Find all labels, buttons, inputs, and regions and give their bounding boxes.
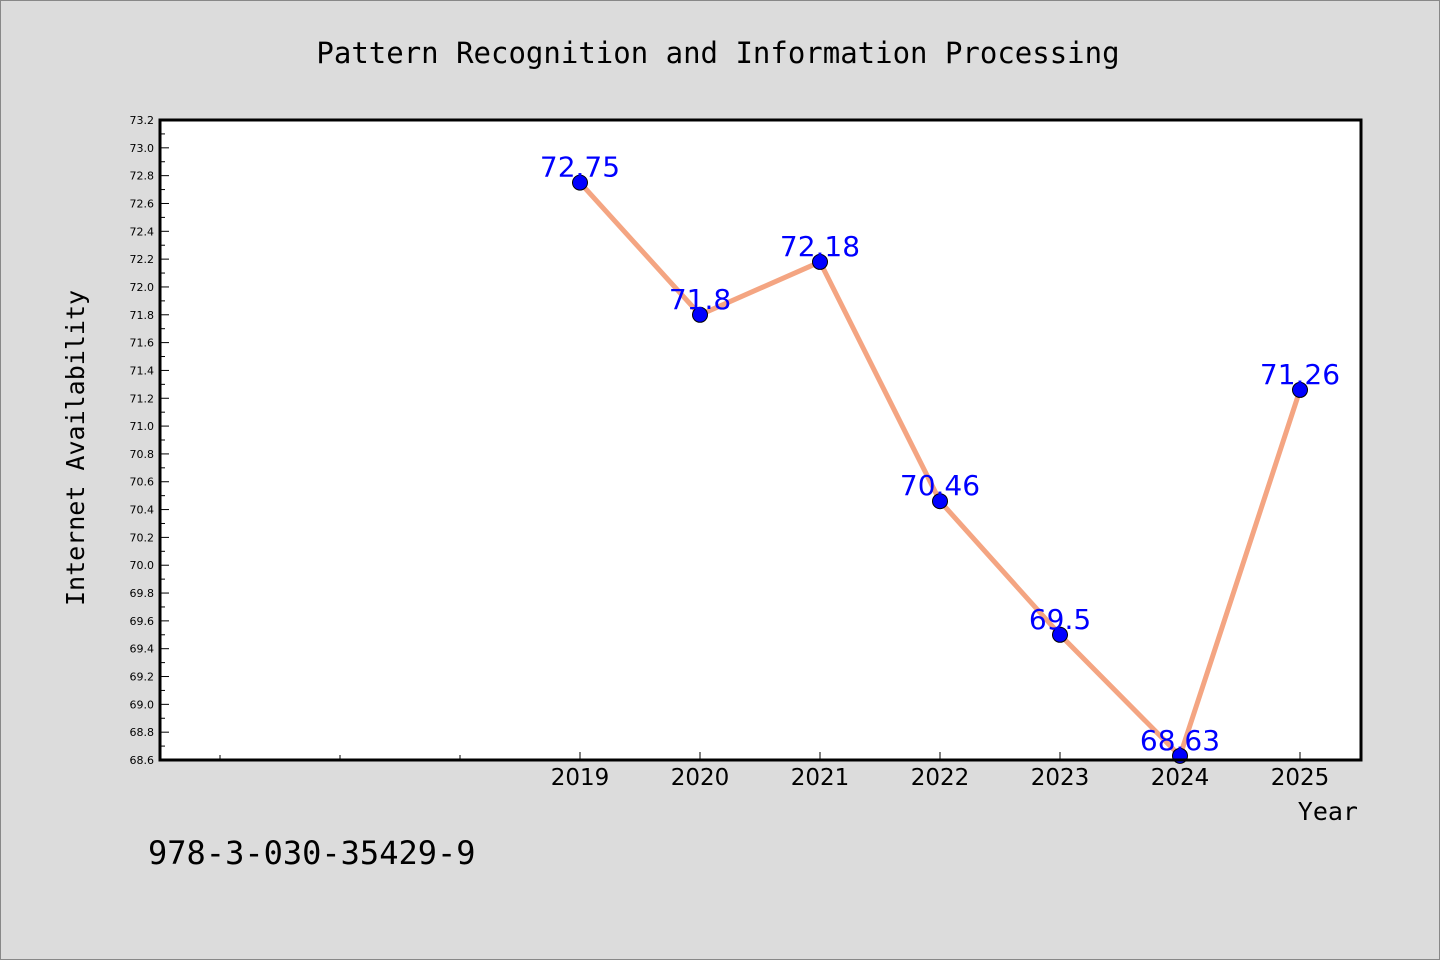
y-tick-label: 71.8 — [130, 309, 155, 322]
y-tick-label: 68.6 — [130, 754, 155, 767]
data-label: 68.63 — [1140, 724, 1220, 757]
data-label: 72.18 — [780, 230, 860, 263]
y-tick-label: 69.8 — [130, 587, 155, 600]
data-point-marker — [1292, 381, 1308, 398]
y-tick-label: 71.6 — [130, 337, 155, 350]
x-tick-label: 2021 — [791, 765, 850, 791]
y-tick-label: 73.2 — [130, 114, 155, 127]
y-tick-label: 73.0 — [130, 142, 155, 155]
x-tick-label: 2025 — [1271, 765, 1330, 791]
y-tick-label: 69.6 — [130, 615, 155, 628]
x-tick-label: 2020 — [671, 765, 730, 791]
data-label: 72.75 — [540, 151, 620, 184]
data-point-marker — [932, 493, 948, 510]
y-tick-label: 69.2 — [130, 671, 155, 684]
y-tick-label: 72.8 — [130, 170, 155, 183]
data-label: 70.46 — [900, 469, 980, 502]
data-point-marker — [812, 253, 828, 270]
data-labels: 72.75 71.8 72.18 70.46 69.5 68.63 71.26 — [540, 151, 1340, 757]
plot-frame — [158, 118, 1363, 762]
x-axis-label: Year — [1298, 797, 1358, 826]
x-tick-label: 2024 — [1151, 765, 1210, 791]
y-tick-label: 70.0 — [130, 559, 155, 572]
y-tick-label: 70.4 — [130, 504, 155, 517]
data-label: 71.26 — [1260, 358, 1340, 391]
y-tick-label: 69.4 — [130, 643, 155, 656]
y-axis-label: Internet Availability — [61, 290, 90, 606]
y-tick-label: 71.2 — [130, 392, 155, 405]
data-label: 69.5 — [1029, 603, 1091, 636]
y-tick-label: 70.2 — [130, 531, 155, 544]
x-axis: 2019 2020 2021 2022 2023 2024 2025 — [219, 752, 1330, 791]
y-tick-label: 71.0 — [130, 420, 155, 433]
data-point-marker — [572, 174, 588, 191]
chart-title: Pattern Recognition and Information Proc… — [316, 36, 1119, 70]
series-line-group — [572, 174, 1308, 764]
plot-area — [160, 120, 1361, 760]
y-tick-label: 72.0 — [130, 281, 155, 294]
data-point-marker — [1052, 626, 1068, 643]
y-tick-label: 70.8 — [130, 448, 155, 461]
y-tick-label: 68.8 — [130, 726, 155, 739]
x-tick-label: 2022 — [911, 765, 970, 791]
x-tick-label: 2023 — [1031, 765, 1090, 791]
data-label: 71.8 — [669, 283, 731, 316]
y-tick-label: 69.0 — [130, 698, 155, 711]
y-tick-label: 72.2 — [130, 253, 155, 266]
x-tick-label: 2019 — [551, 765, 610, 791]
data-point-marker — [692, 306, 708, 323]
y-tick-label: 71.4 — [130, 364, 155, 377]
isbn-text: 978-3-030-35429-9 — [148, 834, 476, 872]
y-tick-label: 70.6 — [130, 476, 155, 489]
y-tick-label: 72.6 — [130, 197, 155, 210]
y-tick-label: 72.4 — [130, 225, 155, 238]
